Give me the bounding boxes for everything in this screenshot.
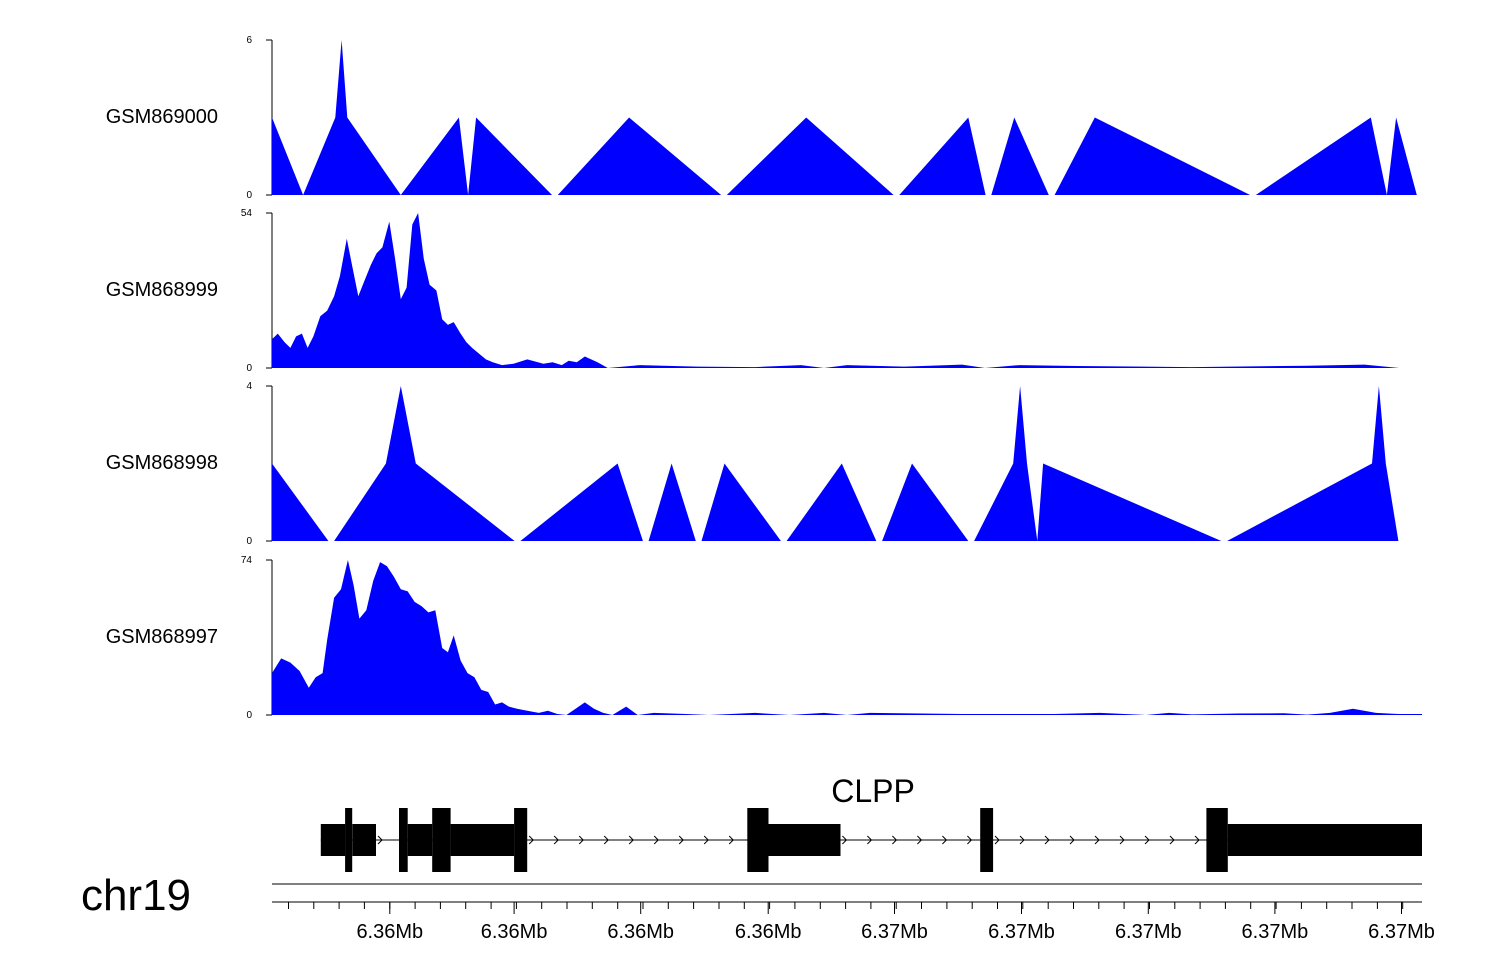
exon-block xyxy=(399,808,408,872)
x-tick-label: 6.37Mb xyxy=(861,921,928,943)
exon-block xyxy=(345,808,353,872)
gene-model-track: CLPP xyxy=(320,773,1422,872)
strand-arrow xyxy=(917,835,923,845)
strand-arrow xyxy=(1169,835,1175,845)
x-tick-label: 6.36Mb xyxy=(481,921,548,943)
coverage-area xyxy=(272,213,1399,368)
x-tick-label: 6.36Mb xyxy=(356,921,423,943)
strand-arrow xyxy=(728,835,734,845)
strand-arrow xyxy=(892,835,898,845)
x-tick-label: 6.37Mb xyxy=(1242,921,1309,943)
strand-arrow xyxy=(603,835,609,845)
y-max-label: 4 xyxy=(246,381,252,392)
exon-block xyxy=(1206,808,1228,872)
track-label: GSM868998 xyxy=(106,452,218,474)
data-tracks: GSM86900060GSM868999540GSM86899840GSM868… xyxy=(106,35,1422,721)
strand-arrow xyxy=(1119,835,1125,845)
track-GSM868998: GSM868998 4 0 xyxy=(106,381,1399,547)
exon-block xyxy=(1227,824,1422,856)
strand-arrow xyxy=(628,835,634,845)
coverage-area xyxy=(272,560,1422,715)
strand-arrow xyxy=(528,835,534,845)
track-GSM869000: GSM869000 6 0 xyxy=(106,35,1417,201)
chromosome-label: chr19 xyxy=(81,871,191,920)
strand-arrow xyxy=(377,835,383,845)
gene-name-label: CLPP xyxy=(831,773,915,809)
x-tick-label: 6.37Mb xyxy=(988,921,1055,943)
strand-arrow xyxy=(1019,835,1025,845)
track-GSM868999: GSM868999 54 0 xyxy=(106,208,1399,374)
strand-arrow xyxy=(703,835,709,845)
strand-arrow xyxy=(842,835,848,845)
strand-arrow xyxy=(1094,835,1100,845)
genome-axis: chr19 6.36Mb 6.36Mb 6.36Mb 6.36Mb 6.37Mb 6.37M… xyxy=(81,871,1435,943)
exon-block xyxy=(747,808,769,872)
track-label: GSM869000 xyxy=(106,106,218,128)
y-max-label: 74 xyxy=(241,555,253,566)
strand-arrow xyxy=(553,835,559,845)
strand-arrow xyxy=(653,835,659,845)
y-min-label: 0 xyxy=(246,190,252,201)
strand-arrow xyxy=(678,835,684,845)
strand-arrow xyxy=(967,835,973,845)
exon-block xyxy=(980,808,994,872)
exon-block xyxy=(450,824,515,856)
x-tick-label: 6.36Mb xyxy=(735,921,802,943)
y-max-label: 54 xyxy=(241,208,253,219)
strand-arrow xyxy=(1044,835,1050,845)
exon-block xyxy=(514,808,528,872)
exon-block xyxy=(320,824,346,856)
y-min-label: 0 xyxy=(246,710,252,721)
exon-block xyxy=(352,824,376,856)
track-label: GSM868999 xyxy=(106,279,218,301)
strand-arrow xyxy=(867,835,873,845)
strand-arrow xyxy=(1194,835,1200,845)
y-min-label: 0 xyxy=(246,536,252,547)
coverage-area xyxy=(272,386,1399,541)
strand-arrow xyxy=(578,835,584,845)
exon-block xyxy=(432,808,451,872)
track-label: GSM868997 xyxy=(106,626,218,648)
y-min-label: 0 xyxy=(246,363,252,374)
x-tick-label: 6.37Mb xyxy=(1368,921,1435,943)
track-GSM868997: GSM868997 74 0 xyxy=(106,555,1422,721)
strand-arrow xyxy=(994,835,1000,845)
y-max-label: 6 xyxy=(246,35,252,46)
coverage-area xyxy=(272,40,1417,195)
strand-arrow xyxy=(1069,835,1075,845)
x-tick-label: 6.37Mb xyxy=(1115,921,1182,943)
exon-block xyxy=(768,824,841,856)
strand-arrow xyxy=(942,835,948,845)
x-tick-label: 6.36Mb xyxy=(607,921,674,943)
exon-block xyxy=(407,824,433,856)
strand-arrow xyxy=(1144,835,1150,845)
